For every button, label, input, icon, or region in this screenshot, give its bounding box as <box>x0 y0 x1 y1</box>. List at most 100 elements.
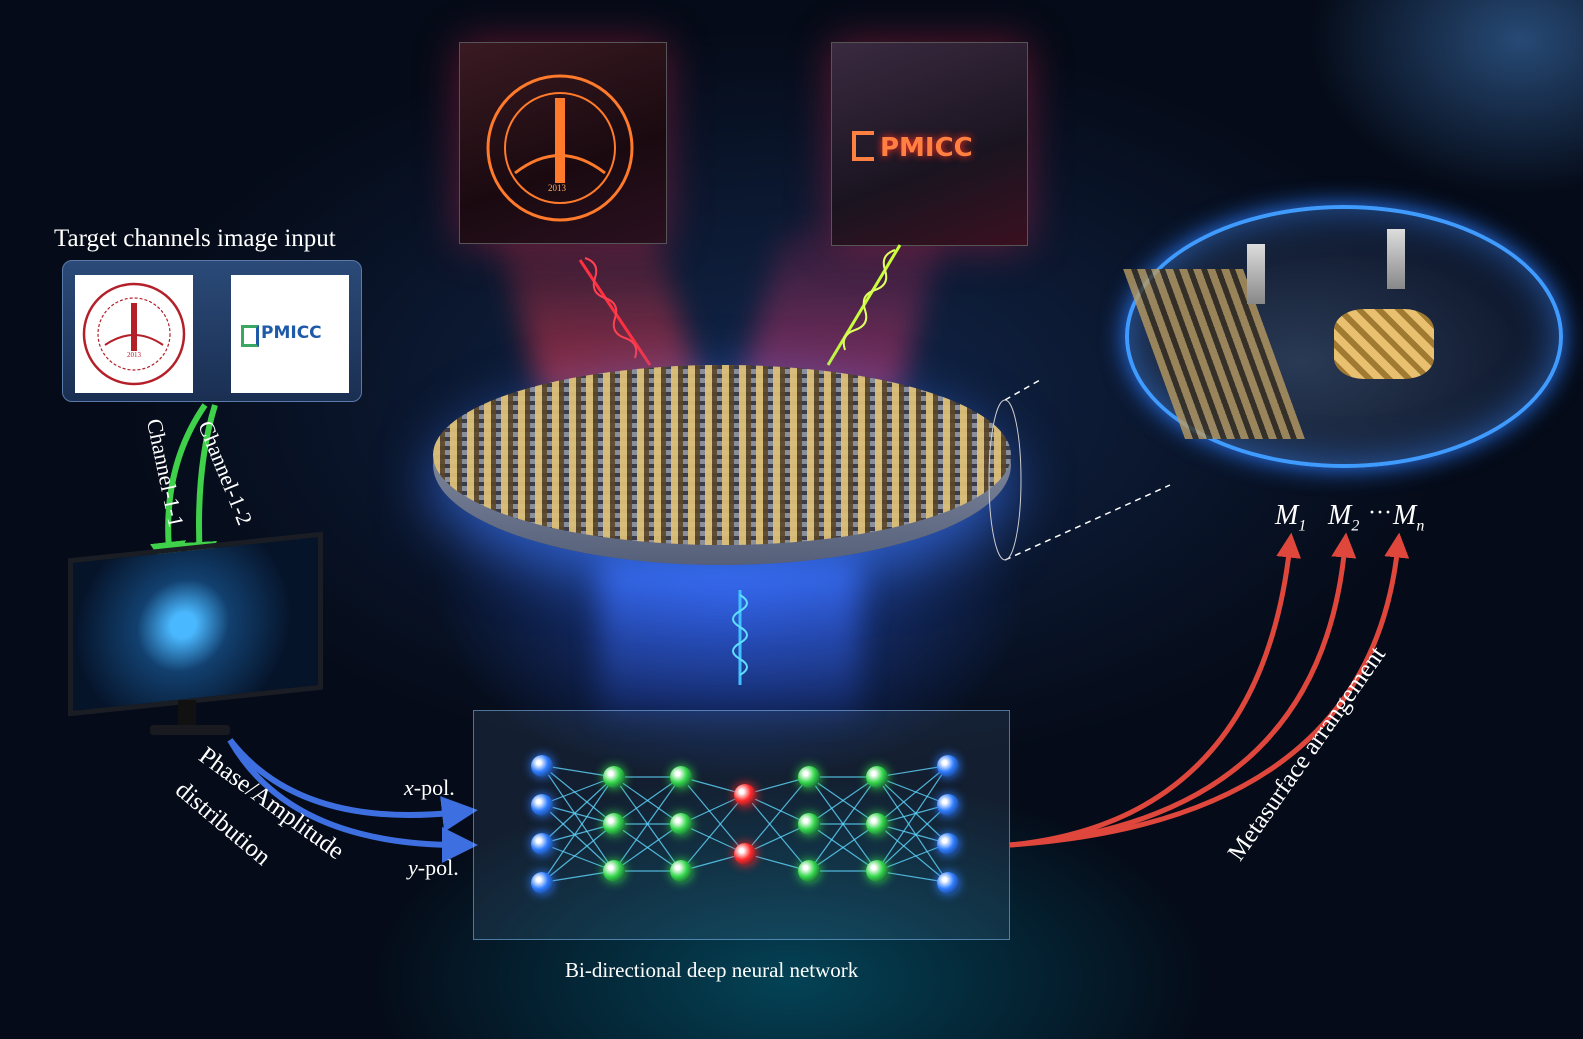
y-pol-label: y-pol. <box>408 855 459 881</box>
network-edge <box>541 870 615 884</box>
shanghaitech-seal-logo <box>82 282 186 386</box>
network-edge <box>541 842 615 872</box>
network-node-layer-6 <box>866 860 888 882</box>
network-edge <box>876 764 949 778</box>
network-node-layer-4 <box>734 783 756 806</box>
red-wave-icon <box>578 259 652 366</box>
network-node-layer-7 <box>937 871 959 894</box>
output-dots: ··· <box>1368 500 1392 526</box>
mn-symbol: M <box>1393 500 1417 531</box>
hologram-shanghaitech: 2013 <box>459 42 667 244</box>
seal-year: 2013 <box>127 351 141 359</box>
pmicc-mark-icon <box>241 325 259 347</box>
network-edge <box>876 803 949 825</box>
network-node-layer-5 <box>798 813 820 835</box>
x-symbol: x <box>404 775 414 800</box>
robotic-gripper-2 <box>1387 229 1405 289</box>
network-caption: Bi-directional deep neural network <box>565 958 859 982</box>
pmicc-mark-icon <box>852 131 874 161</box>
network-edge <box>613 776 682 872</box>
network-edge <box>541 803 615 825</box>
blue-light-beam <box>600 560 860 720</box>
network-edge <box>613 776 682 825</box>
input-panel-title: Target channels image input <box>54 225 336 252</box>
network-node-layer-2 <box>603 766 625 788</box>
network-node-layer-5 <box>798 766 820 788</box>
network-edge <box>876 804 949 872</box>
input-panel: 2013 PMICC <box>62 260 362 402</box>
wave-arrows-top <box>578 244 902 366</box>
network-edge <box>541 823 615 883</box>
network-node-layer-7 <box>937 754 959 777</box>
network-edge <box>541 823 615 845</box>
network-node-layer-1 <box>531 754 553 777</box>
network-edge <box>876 842 949 872</box>
x-pol-suffix: -pol. <box>413 775 455 800</box>
network-node-layer-1 <box>531 793 553 816</box>
network-edge <box>541 804 615 872</box>
metasurface-disk <box>433 365 1011 545</box>
network-edge <box>876 776 949 844</box>
blue-wave-icon <box>732 590 748 685</box>
channel-arrow-2 <box>181 404 218 578</box>
network-node-layer-6 <box>866 813 888 835</box>
gold-blocks-pile <box>1334 309 1434 379</box>
hologram-pmicc: PMICC <box>831 42 1028 246</box>
output-arrow-m2 <box>1009 532 1357 848</box>
robotic-gripper-1 <box>1247 244 1265 304</box>
y-pol-suffix: -pol. <box>417 855 459 880</box>
network-edge <box>541 764 615 778</box>
mn-subscript: n <box>1416 517 1425 535</box>
network-edge <box>876 776 949 883</box>
network-node-layer-6 <box>866 766 888 788</box>
network-node-layer-3 <box>670 860 692 882</box>
pmicc-logo-card: PMICC <box>231 275 349 393</box>
pmicc-logo-text: PMICC <box>261 323 322 343</box>
network-connections <box>541 764 949 884</box>
network-node-layer-7 <box>937 832 959 855</box>
output-arrow-m1 <box>1009 532 1302 848</box>
neural-network-panel <box>473 710 1010 940</box>
network-edge <box>876 823 949 845</box>
network-node-layer-1 <box>531 871 553 894</box>
network-edge <box>541 776 615 844</box>
y-symbol: y <box>408 855 418 880</box>
network-edge <box>808 823 878 872</box>
m1-subscript: 1 <box>1298 517 1307 535</box>
network-edge <box>876 823 949 883</box>
hologram-seal-year: 2013 <box>548 183 566 193</box>
metasurface-fabrication-inset <box>1123 205 1563 468</box>
network-edge <box>541 776 615 806</box>
m2-subscript: 2 <box>1351 517 1360 535</box>
network-edge <box>876 776 949 806</box>
network-edge <box>541 765 615 825</box>
shanghaitech-seal-hologram <box>486 74 634 222</box>
network-node-layer-7 <box>937 793 959 816</box>
network-edge <box>876 765 949 872</box>
x-pol-arrow <box>227 738 478 832</box>
network-edge <box>876 870 949 884</box>
network-edge <box>744 794 810 872</box>
monitor-base <box>150 725 230 735</box>
output-m1: M1 <box>1275 500 1306 536</box>
m1-symbol: M <box>1275 500 1299 531</box>
output-arrow-mn <box>1009 532 1410 848</box>
network-node-layer-3 <box>670 766 692 788</box>
network-node-layer-2 <box>603 860 625 882</box>
hologram-pmicc-logo: PMICC <box>880 133 973 163</box>
network-edge <box>613 823 682 872</box>
output-m2: M2 <box>1328 500 1359 536</box>
network-edge <box>808 776 878 825</box>
network-node-layer-3 <box>670 813 692 835</box>
shanghaitech-logo-card: 2013 <box>75 275 193 393</box>
output-mn: Mn <box>1393 500 1424 536</box>
network-edge <box>680 776 746 854</box>
network-edge <box>680 794 746 872</box>
network-node-layer-1 <box>531 832 553 855</box>
m2-symbol: M <box>1328 500 1352 531</box>
monitor-stand <box>178 700 196 730</box>
network-edge <box>541 765 615 872</box>
computer-monitor <box>68 531 323 717</box>
